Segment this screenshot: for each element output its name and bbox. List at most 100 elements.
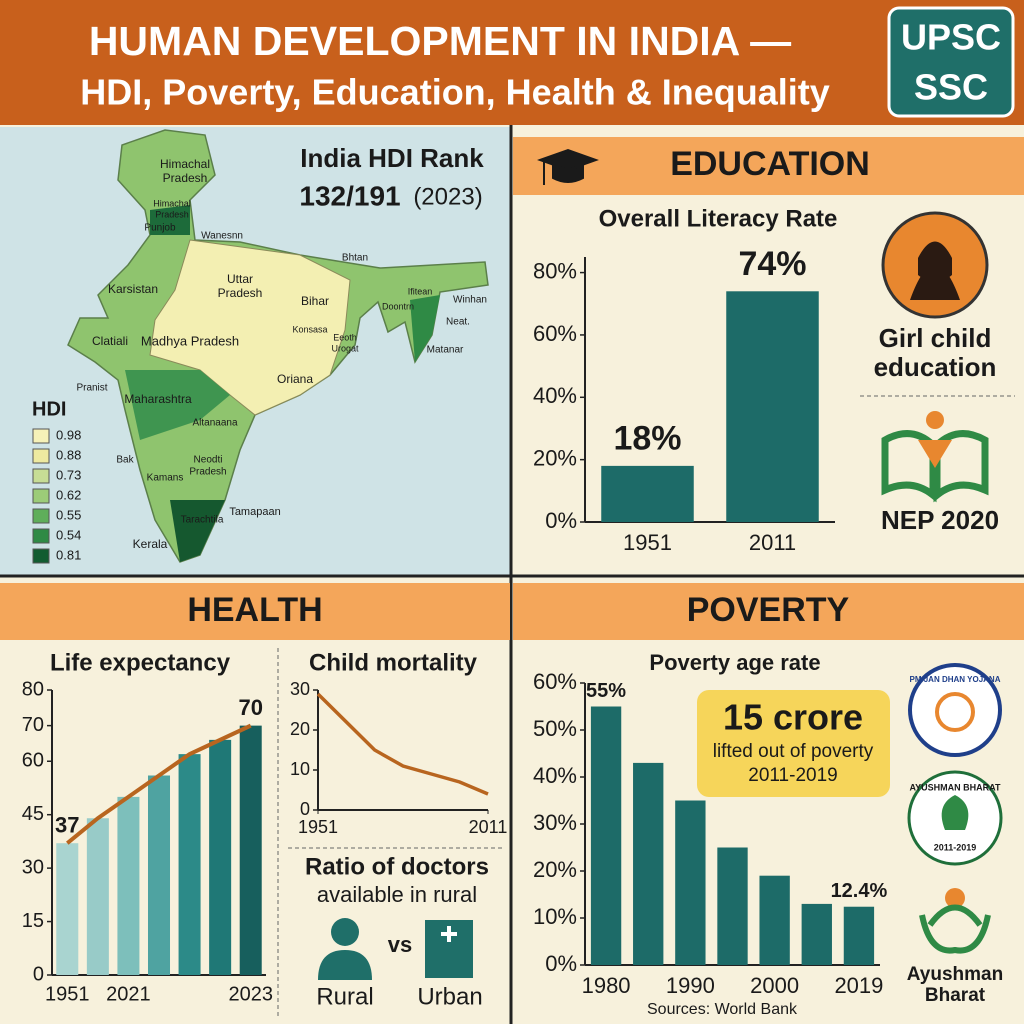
jan-dhan-logo	[908, 663, 1002, 757]
nep-logo-dot	[926, 411, 944, 429]
map-label: Pranist	[76, 383, 107, 394]
section-band	[513, 137, 1024, 195]
bar	[86, 818, 109, 975]
map-label: Bihar	[301, 294, 329, 308]
map-label: Madhya Pradesh	[141, 333, 239, 348]
bar	[117, 796, 140, 975]
y-tick-label: 10	[290, 759, 310, 779]
value-label: 70	[238, 695, 262, 720]
y-tick-label: 10%	[533, 904, 577, 929]
legend-label: 0.55	[56, 507, 81, 522]
callout	[697, 690, 890, 797]
y-tick-label: 20%	[533, 445, 577, 470]
girl-figure	[910, 241, 960, 300]
x-tick-label: 1990	[666, 973, 715, 998]
y-tick-label: 60%	[533, 321, 577, 346]
map-label: Pradesh	[189, 467, 226, 478]
legend: 0.98 0.88 0.73 0.62 0.55 0.54 0.81	[32, 427, 81, 564]
map-label: Pradesh	[163, 171, 208, 185]
map-label: Neodti	[194, 455, 223, 466]
bar	[726, 291, 819, 522]
region-punjab	[150, 205, 190, 235]
bar	[601, 465, 694, 522]
y-tick-label: 45	[22, 803, 44, 825]
callout-years: 2011-2019	[748, 765, 837, 786]
nep-book-icon	[881, 430, 989, 503]
x-tick-label: 2019	[834, 973, 883, 998]
map-label: Maharashtra	[124, 392, 192, 406]
rank: 132/191	[299, 180, 400, 211]
ayushman-icon-head	[945, 888, 965, 908]
bar	[178, 754, 201, 975]
y-tick-label: 50%	[533, 716, 577, 741]
jan-dhan-logo-mark	[935, 692, 975, 732]
y-tick-label: 0%	[545, 508, 577, 533]
y-tick-label: 0	[300, 799, 310, 819]
bar	[239, 725, 262, 975]
value-label: 74%	[738, 245, 806, 283]
x-tick-label: 1951	[298, 817, 338, 837]
section-band	[0, 583, 510, 640]
x-tick-label: 1980	[582, 973, 631, 998]
x-tick-label: 2023	[228, 983, 273, 1005]
map-label: Pradesh	[218, 286, 263, 300]
graduation-cap-icon	[537, 148, 599, 185]
region-maharashtra	[125, 370, 230, 440]
legend-label: 0.88	[56, 447, 81, 462]
bar	[675, 800, 706, 965]
map-label: Neat.	[446, 317, 470, 328]
subtitle: HDI, Poverty, Education, Health & Inequa…	[80, 72, 829, 113]
map-label: Clatiali	[92, 334, 128, 348]
x-tick-label: 2021	[106, 983, 151, 1005]
logo-text: PM JAN DHAN YOJANA	[910, 675, 1001, 684]
y-tick-label: 40%	[533, 763, 577, 788]
doctors-title: Ratio of doctors	[305, 853, 489, 880]
badge-text: UPSC	[901, 17, 1001, 58]
section-heading: HEALTH	[187, 591, 322, 629]
chart-title: Overall Literacy Rate	[599, 205, 838, 232]
bar	[56, 843, 79, 975]
region-central	[149, 239, 351, 416]
map-label: Uttar	[227, 272, 253, 286]
x-tick-label: 2011	[469, 817, 508, 837]
y-tick-label: 70	[22, 714, 44, 736]
logo-text: AYUSHMAN BHARAT	[909, 782, 1001, 792]
y-tick-label: 60	[22, 750, 44, 772]
x-tick-label: 1951	[623, 530, 672, 555]
map-label: Himachal	[160, 157, 210, 171]
map-label: Tarachtila	[181, 515, 224, 526]
value-label: 18%	[613, 419, 681, 457]
ayushman-logo-mark	[941, 795, 969, 830]
map-label: Karsistan	[108, 282, 158, 296]
map-label: Ifitean	[408, 286, 433, 296]
chart-title: Child mortality	[309, 649, 478, 676]
bar	[717, 847, 748, 965]
bar	[633, 762, 664, 965]
ayushman-icon-hands	[919, 904, 991, 954]
legend-swatch	[32, 508, 50, 524]
map-label: Altanaana	[192, 418, 237, 429]
source: Sources: World Bank	[647, 1001, 798, 1018]
bar	[209, 739, 232, 975]
map-label: Pradesh	[155, 209, 189, 219]
map-label: Kamans	[147, 473, 184, 484]
section-band	[513, 583, 1024, 640]
x-tick-label: 1951	[45, 983, 90, 1005]
y-tick-label: 20	[290, 719, 310, 739]
y-tick-label: 40%	[533, 383, 577, 408]
y-tick-label: 60%	[533, 669, 577, 694]
legend-label: 0.81	[56, 547, 81, 562]
x-tick-label: 2000	[750, 973, 799, 998]
chart-title: Life expectancy	[50, 649, 231, 676]
region-south	[170, 500, 225, 562]
title: HUMAN DEVELOPMENT IN INDIA —	[89, 18, 791, 64]
map-label: Kerala	[133, 537, 168, 551]
side-label: Girl child	[879, 323, 992, 353]
y-tick-label: 30	[290, 679, 310, 699]
icon-label: Rural	[316, 983, 373, 1010]
legend-label: 0.54	[56, 527, 81, 542]
legend-title: HDI	[32, 398, 66, 420]
logo-caption: Bharat	[925, 985, 986, 1006]
legend-label: 0.62	[56, 487, 81, 502]
nep-logo-mark	[918, 440, 952, 468]
